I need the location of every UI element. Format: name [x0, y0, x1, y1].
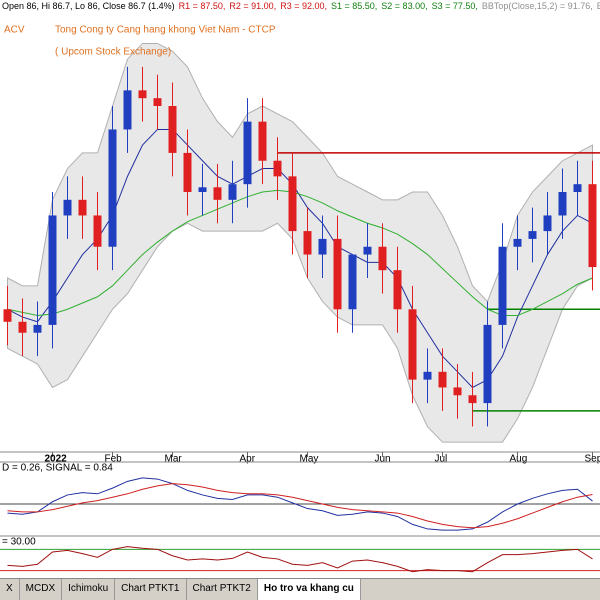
- x-tick-label: Jun: [375, 454, 391, 465]
- candle-body: [423, 371, 432, 380]
- tab[interactable]: Ichimoku: [62, 579, 116, 600]
- candle-body: [348, 254, 357, 310]
- candle-body: [333, 238, 342, 310]
- candle-body: [408, 309, 417, 380]
- tab[interactable]: MCDX: [20, 579, 63, 600]
- tab[interactable]: Ho tro va khang cu: [257, 579, 361, 600]
- candle-body: [573, 184, 582, 192]
- candle-body: [453, 387, 462, 396]
- header-item: BBTop(Close,15,2) = 91.76,: [482, 1, 593, 11]
- candle-body: [138, 90, 147, 99]
- candle-body: [198, 187, 207, 192]
- panel-label: = 30.00: [2, 537, 36, 548]
- candle-body: [288, 176, 297, 232]
- candle-body: [18, 321, 27, 333]
- candle-body: [3, 309, 12, 322]
- candle-body: [213, 187, 222, 200]
- x-tick-label: Sep: [585, 454, 600, 465]
- candle-body: [498, 246, 507, 325]
- x-tick-label: Feb: [105, 454, 123, 465]
- candle-body: [468, 395, 477, 404]
- candle-body: [303, 231, 312, 255]
- candle-body: [243, 121, 252, 185]
- candle-body: [93, 215, 102, 247]
- candle-body: [543, 215, 552, 232]
- candle-body: [228, 184, 237, 200]
- header: Open 86, Hi 86.7, Lo 86, Close 86.7 (1.4…: [2, 1, 600, 11]
- candle-body: [483, 324, 492, 404]
- candle-body: [108, 129, 117, 247]
- candle-body: [558, 192, 567, 216]
- candle-body: [258, 121, 267, 161]
- candle-body: [528, 231, 537, 239]
- candle-body: [153, 98, 162, 106]
- header-item: R1 = 87.50,: [179, 1, 226, 11]
- candle-body: [63, 199, 72, 216]
- header-item: S2 = 83.00,: [381, 1, 427, 11]
- x-tick-label: Jul: [435, 454, 448, 465]
- header-item: S3 = 77.50,: [432, 1, 478, 11]
- candle-body: [48, 215, 57, 325]
- header-item: S1 = 85.50,: [331, 1, 377, 11]
- candle-body: [123, 90, 132, 130]
- candle-body: [168, 106, 177, 153]
- candle-body: [78, 199, 87, 216]
- candle-body: [393, 270, 402, 310]
- x-tick-label: 2022: [45, 454, 68, 465]
- candle-body: [513, 238, 522, 247]
- candle-body: [318, 238, 327, 255]
- header-item: R2 = 91.00,: [229, 1, 276, 11]
- header-item: Open 86, Hi 86.7, Lo 86, Close 86.7 (1.4…: [2, 1, 175, 11]
- chart: Open 86, Hi 86.7, Lo 86, Close 86.7 (1.4…: [0, 1, 600, 573]
- x-tick-label: Aug: [510, 454, 528, 465]
- candle-body: [438, 371, 447, 388]
- indicator-line: [7, 483, 593, 529]
- candle-body: [363, 246, 372, 255]
- candle-body: [588, 184, 597, 268]
- header-item: R3 = 92.00,: [280, 1, 327, 11]
- x-tick-label: Mar: [165, 454, 183, 465]
- moving-average: [7, 189, 593, 317]
- header-item: BBBot(Close,15,2) = 80.56: [597, 1, 600, 11]
- candle-body: [183, 152, 192, 192]
- chart-subtitle: Tong Cong ty Cang hang khong Viet Nam - …: [55, 25, 276, 36]
- x-tick-label: May: [300, 454, 319, 465]
- candle-body: [273, 160, 282, 177]
- tab[interactable]: Chart PTKT2: [187, 579, 258, 600]
- tab[interactable]: X: [0, 579, 20, 600]
- exchange: ( Upcom Stock Exchange): [55, 47, 171, 58]
- indicator-line: [7, 477, 593, 531]
- moving-average: [7, 128, 593, 389]
- panel-label: D = 0.26, SIGNAL = 0.84: [2, 463, 113, 474]
- x-tick-label: Apr: [240, 454, 256, 465]
- candle-body: [33, 324, 42, 333]
- candle-body: [378, 246, 387, 271]
- chart-title: ACV: [4, 25, 25, 36]
- tab[interactable]: Chart PTKT1: [115, 579, 187, 600]
- indicator-line: [7, 546, 593, 573]
- tab-bar: X MCDX Ichimoku Chart PTKT1 Chart PTKT2 Ho tr…: [0, 578, 600, 600]
